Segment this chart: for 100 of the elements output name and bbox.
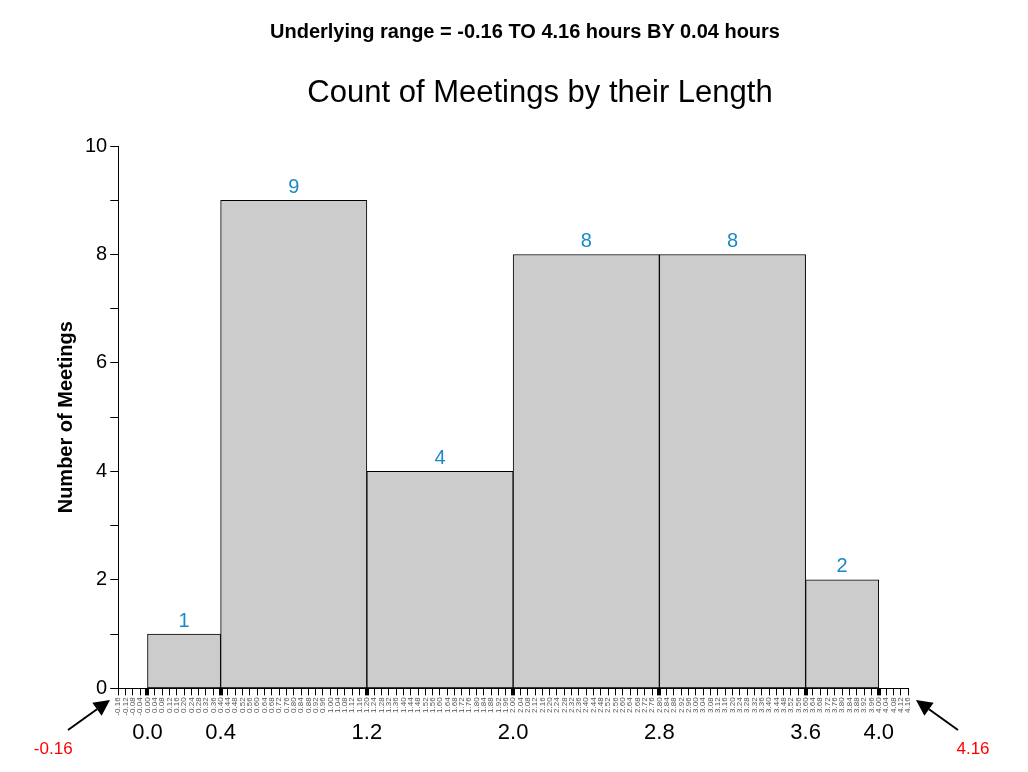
x2-tick-label: 1.28 [376,696,386,713]
x2-tick-label: 2.80 [654,696,664,713]
x2-tick-label: 1.04 [332,696,342,713]
x2-tick-label: 0.12 [164,696,174,713]
x2-tick-label: 1.20 [362,696,372,713]
x2-tick-label: 2.28 [559,696,569,713]
x2-tick-label: 1.08 [340,696,350,713]
x2-tick-label: -0.12 [120,696,130,716]
x2-tick-label: 2.64 [625,696,635,713]
x2-tick-label: 0.16 [171,696,181,713]
x2-tick-label: 2.44 [588,696,598,713]
x2-tick-label: 2.24 [552,696,562,713]
x2-tick-label: 2.68 [632,696,642,713]
x2-tick-label: 0.56 [245,696,255,713]
x2-tick-label: 0.04 [150,696,160,713]
x2-tick-label: 2.92 [676,696,686,713]
x2-tick-label: 0.68 [267,696,277,713]
data-label: 2 [836,554,848,577]
x2-tick-label: 4.00 [873,696,883,713]
x2-tick-label: 0.84 [296,696,306,713]
x2-tick-label: 0.44 [223,696,233,713]
x2-tick-label: 0.28 [193,696,203,713]
x2-tick-label: 0.80 [288,696,298,713]
x2-tick-label: -0.16 [113,696,123,716]
data-label: 4 [434,445,446,468]
chart-subtitle: Underlying range = -0.16 TO 4.16 hours BY 0.04 hours [269,20,781,43]
text: 4.16 [956,739,990,759]
x2-tick-label: 1.68 [449,696,459,713]
x2-tick-label: 3.52 [786,696,796,713]
x2-tick-label: 3.64 [808,696,818,713]
x2-tick-label: 0.88 [303,696,313,713]
x2-tick-label: 1.84 [479,696,489,713]
x2-tick-label: 2.88 [669,696,679,713]
x2-tick-label: 1.56 [427,696,437,713]
x2-tick-label: 2.08 [522,696,532,713]
data-label: 9 [288,174,300,197]
x2-tick-label: 1.24 [369,696,379,713]
x2-tick-label: 3.20 [727,696,737,713]
x2-tick-label: 4.08 [888,696,898,713]
x2-tick-label: 0.76 [281,696,291,713]
y-tick-label: 8 [96,241,108,264]
x2-tick-label: 2.96 [683,696,693,713]
x2-tick-label: 2.04 [515,696,525,713]
y-tick-label: 10 [85,133,108,156]
y-tick-label: 0 [96,675,108,698]
x-tick-label: 2.0 [497,718,529,744]
x2-tick-label: -0.08 [128,696,138,716]
x2-tick-label: -0.04 [135,696,145,716]
x2-tick-label: 1.92 [493,696,503,713]
x2-tick-label: 0.72 [274,696,284,713]
y-tick-label: 2 [96,567,108,590]
x2-tick-label: 1.40 [398,696,408,713]
text: -0.16 [33,739,73,759]
x2-tick-label: 3.72 [822,696,832,713]
x2-tick-label: 3.56 [793,696,803,713]
x2-tick-label: 0.32 [201,696,211,713]
x2-tick-label: 3.88 [852,696,862,713]
x-tick-label: 4.0 [863,718,895,744]
data-label: 1 [178,608,190,631]
x2-tick-label: 1.60 [435,696,445,713]
x2-tick-label: 0.24 [186,696,196,713]
x2-tick-label: 4.04 [881,696,891,713]
x2-tick-label: 2.16 [537,696,547,713]
chart-title: Count of Meetings by their Length [306,74,774,110]
x2-tick-label: 2.60 [618,696,628,713]
x2-tick-label: 3.12 [713,696,723,713]
x-tick-label: 0.4 [205,718,236,744]
x2-tick-label: 0.40 [215,696,225,713]
x2-tick-label: 1.36 [391,696,401,713]
x-tick-label: 2.8 [644,718,675,744]
x2-tick-label: 2.12 [530,696,540,713]
x2-tick-label: 0.20 [179,696,189,713]
x2-tick-label: 1.12 [347,696,357,713]
x2-tick-label: 3.36 [756,696,766,713]
x2-tick-label: 2.36 [574,696,584,713]
x2-tick-label: 1.32 [384,696,394,713]
x2-tick-label: 0.96 [318,696,328,713]
x2-tick-label: 1.44 [405,696,415,713]
x2-tick-label: 2.84 [661,696,671,713]
x2-tick-label: 4.16 [903,696,913,713]
x-tick-label: 0.0 [132,718,163,744]
x2-tick-label: 2.48 [596,696,606,713]
y-tick-label: 6 [96,350,108,373]
x2-tick-label: 1.52 [420,696,430,713]
x2-tick-label: 3.48 [778,696,788,713]
x2-tick-label: 3.96 [866,696,876,713]
x2-tick-label: 1.88 [486,696,496,713]
x2-tick-label: 2.32 [566,696,576,713]
x2-tick-label: 2.56 [610,696,620,713]
x2-tick-label: 3.28 [742,696,752,713]
x2-tick-label: 0.92 [310,696,320,713]
x2-tick-label: 3.32 [749,696,759,713]
x2-tick-label: 3.00 [691,696,701,713]
x2-tick-label: 2.00 [508,696,518,713]
x2-tick-label: 1.76 [464,696,474,713]
x-tick-label: 1.2 [351,718,383,744]
x2-tick-label: 0.08 [157,696,167,713]
x2-tick-label: 2.52 [603,696,613,713]
x2-tick-label: 1.48 [413,696,423,713]
x2-tick-label: 2.20 [544,696,554,713]
